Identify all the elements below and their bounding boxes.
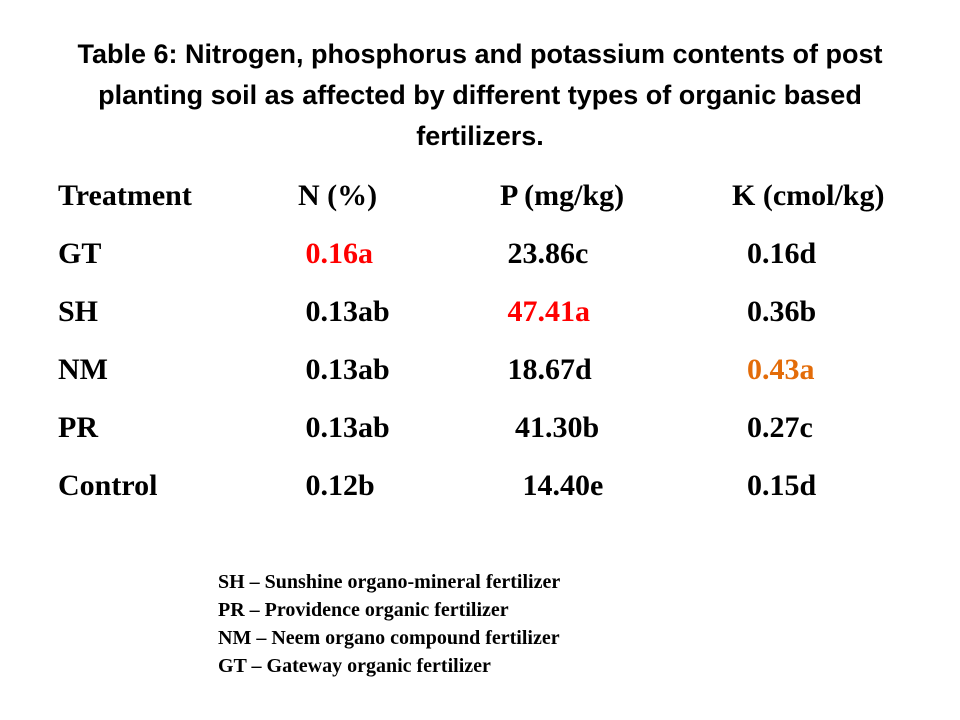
cell-k: 0.16d — [732, 237, 817, 270]
cell-p-highlight: 47.41a — [500, 295, 591, 328]
table-row-sh: SH 0.13ab 47.41a 0.36b — [0, 292, 960, 332]
header-n: N (%) — [298, 179, 378, 212]
cell-p: 18.67d — [500, 353, 592, 386]
cell-treatment: GT — [58, 237, 102, 270]
header-p: P (mg/kg) — [500, 179, 625, 212]
legend-item: GT – Gateway organic fertilizer — [218, 655, 491, 677]
table-row-nm: NM 0.13ab 18.67d 0.43a — [0, 350, 960, 390]
title-line-2: planting soil as affected by different t… — [98, 80, 862, 110]
cell-k: 0.15d — [732, 469, 817, 502]
cell-treatment: SH — [58, 295, 99, 328]
header-treatment: Treatment — [58, 179, 192, 212]
table-header-row: Treatment N (%) P (mg/kg) K (cmol/kg) — [0, 176, 960, 216]
cell-k: 0.36b — [732, 295, 817, 328]
cell-n: 0.13ab — [298, 411, 390, 444]
cell-k-highlight: 0.43a — [732, 353, 815, 386]
cell-k: 0.27c — [732, 411, 813, 444]
cell-p: 23.86c — [500, 237, 589, 270]
legend-item: NM – Neem organo compound fertilizer — [218, 627, 560, 649]
table-title: Table 6: Nitrogen, phosphorus and potass… — [40, 34, 920, 157]
table-row-gt: GT 0.16a 23.86c 0.16d — [0, 234, 960, 274]
cell-n: 0.13ab — [298, 353, 390, 386]
cell-n: 0.12b — [298, 469, 375, 502]
title-line-1: Table 6: Nitrogen, phosphorus and potass… — [77, 39, 883, 69]
cell-p: 14.40e — [500, 469, 604, 502]
cell-treatment: NM — [58, 353, 108, 386]
header-k: K (cmol/kg) — [732, 179, 885, 212]
cell-n: 0.13ab — [298, 295, 390, 328]
cell-p: 41.30b — [500, 411, 600, 444]
title-line-3: fertilizers. — [416, 121, 544, 151]
legend-item: SH – Sunshine organo-mineral fertilizer — [218, 571, 561, 593]
legend-item: PR – Providence organic fertilizer — [218, 599, 509, 621]
cell-n-highlight: 0.16a — [298, 237, 374, 270]
cell-treatment: PR — [58, 411, 98, 444]
abbreviation-legend: SH – Sunshine organo-mineral fertilizer … — [218, 568, 560, 680]
cell-treatment: Control — [58, 469, 158, 502]
table-row-pr: PR 0.13ab 41.30b 0.27c — [0, 408, 960, 448]
table-row-control: Control 0.12b 14.40e 0.15d — [0, 466, 960, 506]
